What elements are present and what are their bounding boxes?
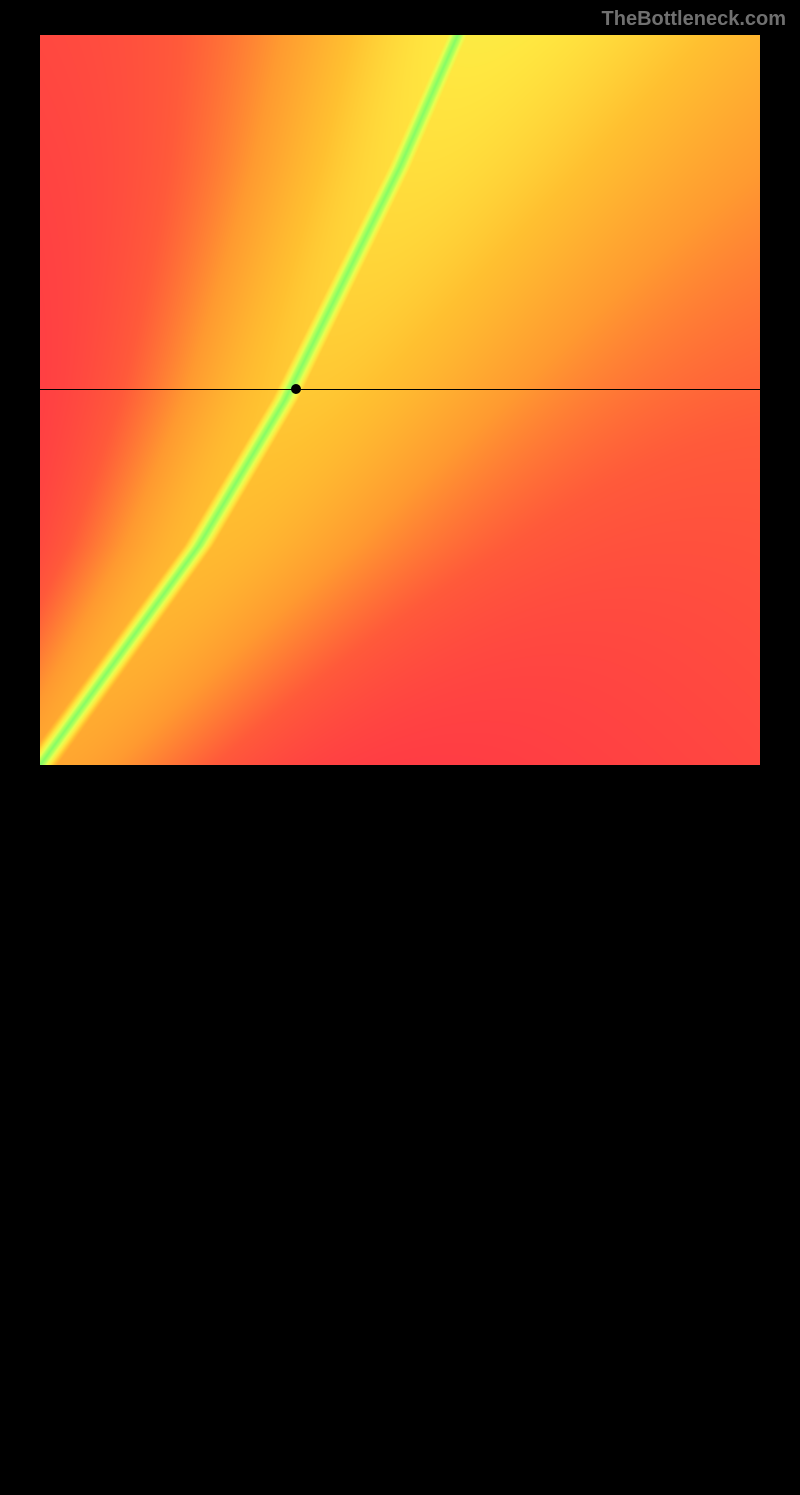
crosshair-horizontal	[40, 389, 760, 390]
watermark-text: TheBottleneck.com	[602, 8, 786, 31]
crosshair-marker	[291, 384, 301, 394]
crosshair-vertical	[296, 765, 297, 1495]
heatmap-canvas	[40, 35, 760, 765]
heatmap-plot	[40, 35, 760, 765]
